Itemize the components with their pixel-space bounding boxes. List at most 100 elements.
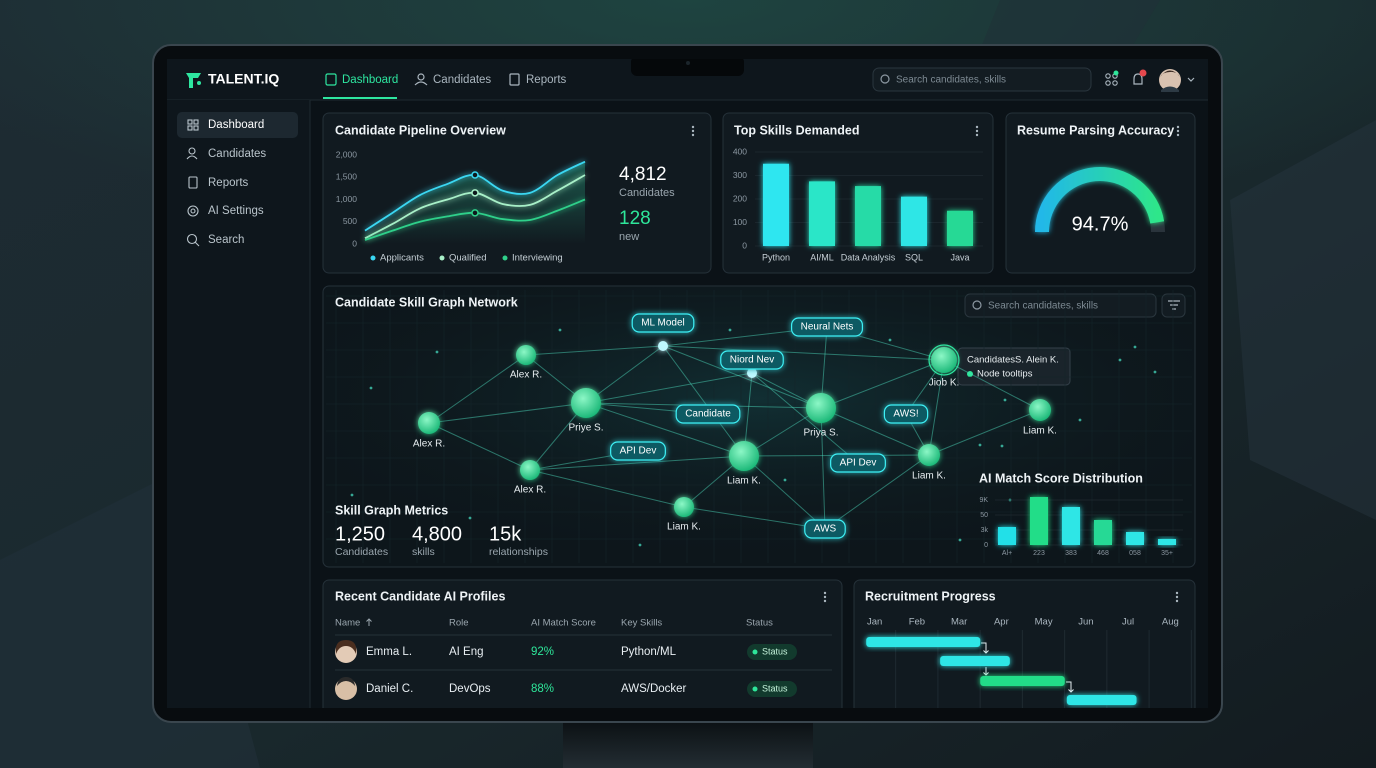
- month-label: Jul: [1122, 617, 1134, 628]
- bar: [1158, 539, 1176, 545]
- sidebar-item[interactable]: Dashboard: [208, 119, 264, 131]
- graph-node[interactable]: [516, 345, 536, 365]
- star: [1133, 345, 1137, 349]
- active-tab-underline: [323, 97, 397, 99]
- bar: [1126, 532, 1144, 545]
- kebab-menu[interactable]: [823, 591, 827, 603]
- background-shape: [1230, 120, 1376, 520]
- skill-tag[interactable]: [675, 404, 741, 424]
- graph-node[interactable]: [520, 460, 540, 480]
- table-cell: Status: [762, 683, 788, 693]
- graph-edge: [820, 407, 826, 530]
- legend-swatch: [370, 255, 376, 261]
- star: [1153, 370, 1157, 374]
- kebab-menu[interactable]: [1175, 591, 1179, 603]
- graph-node[interactable]: [931, 347, 957, 373]
- skill-tag[interactable]: [790, 317, 864, 337]
- node-label: Liam K.: [912, 471, 946, 482]
- highlight-point: [471, 171, 479, 179]
- top-nav-item[interactable]: Candidates: [433, 74, 491, 86]
- kebab-dot: [1176, 133, 1180, 137]
- kebab-menu[interactable]: [691, 125, 695, 137]
- star: [1000, 444, 1004, 448]
- skill-tag[interactable]: [720, 350, 784, 370]
- graph-edge: [751, 372, 859, 464]
- kebab-menu[interactable]: [975, 125, 979, 137]
- avatar-hair: [1160, 70, 1180, 77]
- y-tick-label: 400: [733, 146, 747, 156]
- graph-edge: [743, 407, 822, 457]
- graph-edge: [428, 422, 531, 471]
- month-label: Mar: [951, 617, 967, 628]
- bar: [855, 186, 881, 246]
- bell-icon[interactable]: [1133, 73, 1143, 85]
- column-header: Role: [449, 618, 469, 629]
- sidebar-item[interactable]: Candidates: [208, 148, 266, 160]
- table-cell: Emma L.: [366, 646, 412, 658]
- graph-node[interactable]: [918, 444, 940, 466]
- status-dot: [1113, 70, 1119, 76]
- stat-label: new: [619, 231, 639, 243]
- column-header[interactable]: Name: [335, 618, 360, 629]
- graph-search-box[interactable]: [964, 293, 1157, 318]
- sort-arrow[interactable]: [366, 618, 372, 626]
- candidate-avatar: [335, 678, 357, 700]
- graph-node[interactable]: [1029, 399, 1051, 421]
- graph-edge: [428, 402, 587, 424]
- graph-edge: [428, 354, 527, 424]
- graph-node[interactable]: [729, 441, 759, 471]
- month-label: May: [1035, 617, 1053, 628]
- sidebar-active-item[interactable]: [177, 112, 298, 138]
- skill-tag[interactable]: [631, 313, 695, 333]
- chevron[interactable]: [1187, 77, 1195, 82]
- network-icon[interactable]: [1105, 73, 1118, 86]
- skill-tag-label: Niord Nev: [730, 355, 774, 366]
- kebab-dot: [823, 591, 827, 595]
- chart-title: AI Match Score Distribution: [979, 471, 1143, 485]
- table-cell: AWS/Docker: [621, 683, 687, 695]
- star: [1118, 358, 1122, 362]
- search-box[interactable]: [872, 67, 1092, 92]
- skill-tag[interactable]: [883, 404, 929, 424]
- graph-node[interactable]: [674, 497, 694, 517]
- star: [350, 493, 354, 497]
- top-nav-item[interactable]: Dashboard: [342, 74, 398, 86]
- card: [1005, 112, 1196, 274]
- y-tick-label: 3k: [981, 527, 989, 534]
- graph-edge: [585, 372, 753, 404]
- y-tick-label: 1,500: [336, 172, 358, 182]
- skill-tag[interactable]: [804, 519, 846, 539]
- column-header: AI Match Score: [531, 618, 596, 629]
- skill-tag-label: ML Model: [641, 318, 685, 329]
- y-tick-label: 500: [343, 216, 357, 226]
- graph-node[interactable]: [806, 393, 836, 423]
- top-nav-item[interactable]: Reports: [526, 74, 567, 86]
- graph-node[interactable]: [418, 412, 440, 434]
- skill-tag-label: API Dev: [840, 458, 877, 469]
- y-tick-label: 0: [984, 542, 988, 549]
- legend-swatch: [502, 255, 508, 261]
- x-tick-label: 468: [1097, 550, 1109, 557]
- status-pill: [747, 681, 797, 697]
- node-label: Alex R.: [413, 439, 445, 450]
- graph-edge: [662, 345, 945, 361]
- sidebar-item[interactable]: AI Settings: [208, 205, 264, 217]
- graph-hub: [658, 341, 668, 351]
- table-cell: 88%: [531, 683, 554, 695]
- skill-tag[interactable]: [610, 441, 666, 461]
- graph-node-ring: [928, 344, 960, 376]
- sidebar-item[interactable]: Reports: [208, 177, 249, 189]
- sidebar-item[interactable]: Search: [208, 234, 244, 246]
- metric-value: 15k: [489, 523, 522, 545]
- graph-node[interactable]: [571, 388, 601, 418]
- star: [958, 538, 962, 542]
- x-tick-label: Java: [950, 252, 969, 262]
- kebab-menu[interactable]: [1176, 125, 1180, 137]
- gantt-bar: [866, 637, 981, 647]
- legend-label: Applicants: [380, 253, 424, 264]
- skill-tag[interactable]: [830, 453, 886, 473]
- user-avatar[interactable]: [1159, 69, 1181, 91]
- nav-icon: [414, 81, 428, 86]
- chart-title: Resume Parsing Accuracy: [1017, 123, 1174, 137]
